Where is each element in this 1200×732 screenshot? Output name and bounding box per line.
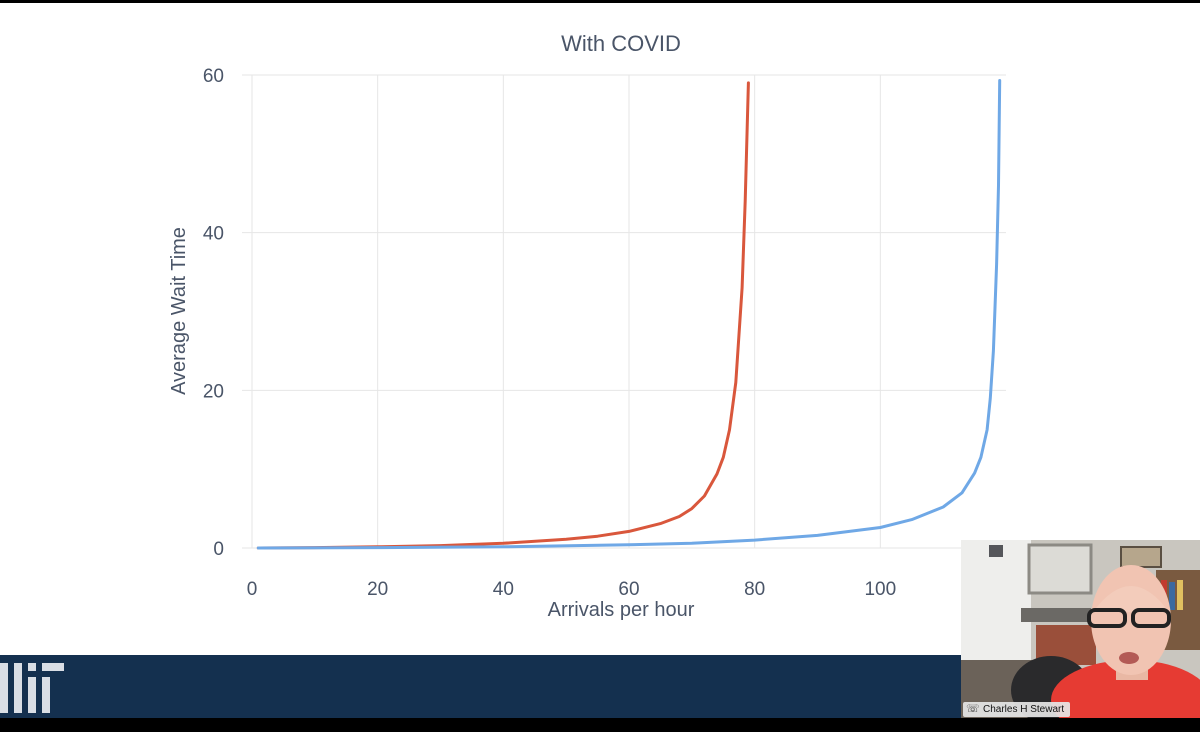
- x-tick-label: 100: [864, 579, 896, 600]
- webcam-video-tile[interactable]: ☏ Charles H Stewart: [961, 540, 1200, 718]
- participant-name-tag: ☏ Charles H Stewart: [963, 702, 1071, 717]
- y-tick-label: 20: [203, 381, 224, 402]
- participant-name: Charles H Stewart: [983, 704, 1065, 715]
- series-line-2: [256, 79, 1002, 550]
- grid: [242, 74, 1006, 549]
- chart-title: With COVID: [561, 31, 681, 56]
- y-tick-label: 60: [203, 66, 224, 87]
- x-axis-label: Arrivals per hour: [548, 599, 695, 621]
- y-tick-label: 40: [203, 224, 224, 245]
- x-tick-label: 20: [367, 579, 388, 600]
- x-tick-label: 0: [247, 579, 258, 600]
- series-group: [256, 79, 1002, 550]
- y-tick-label: 0: [213, 539, 224, 560]
- x-tick-label: 80: [744, 579, 765, 600]
- series-line-1: [256, 81, 750, 550]
- line-chart: 0 20 40 60 80 100 0 20 40 60 With COVID Arrivals …: [168, 31, 1006, 621]
- microphone-phone-icon: ☏: [966, 703, 980, 715]
- webcam-video-frame: [961, 540, 1200, 718]
- x-tick-label: 40: [493, 579, 514, 600]
- institution-logo-icon: [0, 655, 70, 718]
- axis-ticks: 0 20 40 60 80 100 0 20 40 60: [203, 66, 896, 600]
- x-tick-label: 60: [618, 579, 639, 600]
- screen-border: [0, 718, 1200, 732]
- y-axis-label: Average Wait Time: [168, 227, 190, 395]
